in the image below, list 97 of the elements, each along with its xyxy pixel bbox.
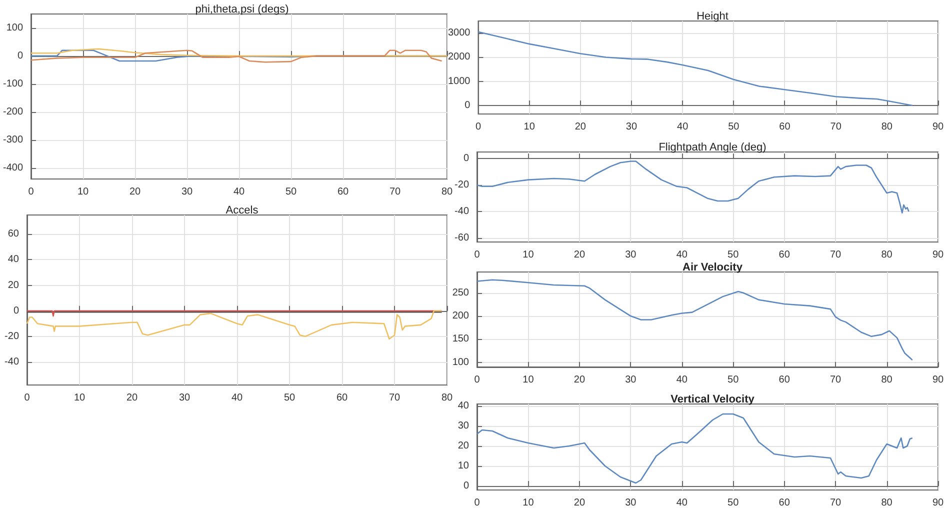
x-tick-label: 20 (574, 374, 586, 386)
x-tick-label: 0 (24, 392, 30, 404)
x-tick-label: 80 (881, 122, 893, 132)
x-tick-label: 10 (74, 392, 86, 404)
x-tick-label: 60 (778, 250, 790, 260)
x-tick-label: 60 (337, 186, 350, 198)
y-tick-label: 40 (458, 400, 470, 412)
chart-title: phi,theta,psi (degs) (195, 4, 289, 16)
x-tick-label: 70 (830, 374, 842, 386)
x-tick-label: 0 (475, 122, 482, 132)
y-tick-label: 150 (452, 334, 470, 345)
y-tick-label: 100 (452, 356, 470, 368)
x-tick-label: 70 (388, 392, 400, 404)
x-tick-label: 40 (677, 122, 689, 132)
x-tick-label: 10 (522, 250, 534, 260)
x-tick-label: 10 (522, 498, 534, 508)
y-tick-label: -300 (3, 134, 24, 146)
y-tick-label: 0 (464, 100, 471, 112)
x-tick-label: 80 (881, 498, 893, 508)
x-tick-label: 70 (389, 186, 401, 198)
y-tick-label: -40 (4, 356, 20, 368)
y-tick-label: 0 (17, 50, 24, 62)
x-tick-label: 50 (728, 374, 740, 386)
y-tick-label: 10 (458, 460, 470, 472)
x-tick-label: 40 (233, 186, 246, 198)
y-tick-label: 0 (463, 480, 470, 492)
y-tick-label: -400 (3, 162, 24, 174)
x-tick-label: 30 (178, 392, 190, 404)
y-tick-label: 3000 (448, 28, 471, 39)
x-tick-label: 20 (574, 122, 586, 132)
x-tick-label: 50 (728, 250, 740, 260)
x-tick-label: 40 (676, 250, 688, 260)
x-tick-label: 10 (524, 122, 536, 132)
line-series (478, 31, 914, 106)
x-tick-label: 60 (336, 392, 348, 404)
x-tick-label: 60 (779, 122, 791, 132)
x-tick-label: 0 (474, 498, 480, 508)
x-tick-label: 50 (728, 498, 740, 508)
x-tick-label: 0 (474, 250, 480, 260)
x-tick-label: 30 (625, 250, 637, 260)
x-tick-label: 80 (881, 250, 893, 260)
y-tick-label: -100 (3, 78, 24, 90)
x-tick-label: 40 (676, 374, 688, 386)
x-tick-label: 30 (626, 122, 638, 132)
x-tick-label: 30 (181, 186, 194, 198)
x-tick-label: 20 (574, 498, 586, 508)
x-tick-label: 50 (285, 186, 298, 198)
chart-title: Height (696, 10, 728, 22)
x-tick-label: 90 (932, 122, 944, 132)
x-tick-label: 70 (830, 122, 842, 132)
chart-title: Accels (226, 204, 259, 216)
chart-title: Vertical Velocity (670, 394, 756, 406)
chart-title: Flightpath Angle (deg) (658, 142, 766, 154)
y-tick-label: 0 (13, 305, 20, 316)
x-tick-label: 90 (932, 250, 944, 260)
line-series (476, 413, 914, 484)
x-tick-label: 60 (778, 498, 790, 508)
x-tick-label: 30 (625, 498, 637, 508)
y-tick-label: 0 (463, 153, 470, 164)
line-series (26, 310, 442, 340)
x-tick-label: 90 (932, 498, 944, 508)
x-tick-label: 50 (728, 122, 740, 132)
chart-title: Air Velocity (682, 262, 744, 274)
line-series (476, 160, 910, 214)
x-tick-label: 10 (77, 186, 90, 198)
y-tick-label: 20 (8, 280, 20, 291)
x-tick-label: 20 (574, 250, 586, 260)
y-tick-label: 30 (458, 420, 470, 432)
y-tick-label: 1000 (448, 76, 471, 87)
line-series (476, 279, 914, 361)
y-tick-label: 60 (8, 228, 20, 240)
x-tick-label: 50 (284, 392, 296, 404)
x-tick-label: 70 (830, 498, 842, 508)
x-tick-label: 0 (474, 374, 480, 386)
y-tick-label: -60 (454, 232, 470, 244)
x-tick-label: 60 (778, 374, 790, 386)
y-tick-label: 250 (452, 287, 470, 298)
x-tick-label: 0 (28, 186, 34, 198)
x-tick-label: 30 (625, 374, 637, 386)
x-tick-label: 80 (441, 186, 453, 198)
y-tick-label: -200 (3, 106, 24, 118)
x-tick-label: 70 (830, 250, 842, 260)
y-tick-label: 100 (6, 22, 24, 34)
y-tick-label: -20 (454, 180, 470, 191)
x-tick-label: 40 (676, 498, 688, 508)
y-tick-label: 2000 (448, 52, 471, 63)
x-tick-label: 10 (522, 374, 534, 386)
x-tick-label: 20 (129, 186, 142, 198)
y-tick-label: 200 (452, 310, 470, 322)
y-tick-label: -40 (454, 206, 470, 218)
y-tick-label: 20 (458, 440, 470, 452)
x-tick-label: 90 (932, 374, 944, 386)
x-tick-label: 80 (881, 374, 893, 386)
y-tick-label: -20 (4, 330, 20, 342)
x-tick-label: 80 (441, 392, 453, 404)
x-tick-label: 40 (231, 392, 243, 404)
x-tick-label: 20 (126, 392, 138, 404)
